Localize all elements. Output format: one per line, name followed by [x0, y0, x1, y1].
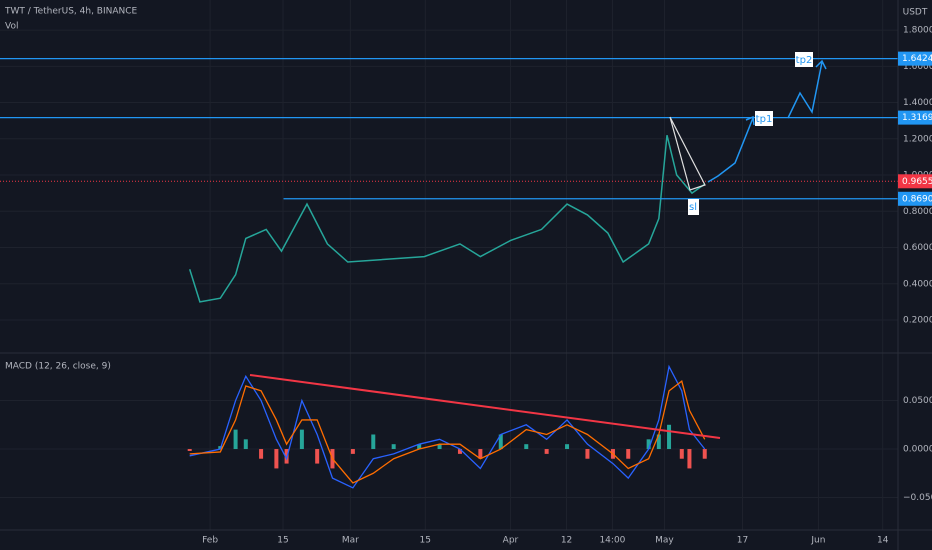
triangle-drawing	[669, 116, 706, 191]
histogram-bar	[498, 434, 503, 450]
histogram-bar	[702, 449, 707, 459]
indicator-label: MACD (12, 26, close, 9)	[5, 362, 111, 372]
histogram-bar	[457, 449, 462, 454]
histogram-bar	[233, 429, 238, 450]
sl-label: sl	[689, 202, 697, 213]
y-tick-label: 0.8000	[903, 207, 932, 217]
last-price-box	[898, 174, 932, 189]
histogram-bar	[544, 449, 549, 454]
x-tick-label: 14:00	[599, 536, 625, 546]
histogram-bar	[187, 449, 192, 451]
level-label-box	[898, 51, 932, 66]
histogram-bar	[274, 449, 279, 469]
symbol-title: TWT / TetherUS, 4h, BINANCE	[4, 7, 138, 17]
x-tick-label: May	[655, 536, 674, 546]
x-tick-label: 17	[737, 536, 748, 546]
x-tick-label: Feb	[202, 536, 218, 546]
x-tick-label: 15	[277, 536, 288, 546]
y-tick-label: −0.0500	[903, 493, 932, 503]
histogram-bar	[679, 449, 684, 459]
histogram-bar	[478, 449, 483, 459]
histogram-bar	[687, 449, 692, 469]
axis-labels: 0.20000.40000.60000.80001.00001.20001.40…	[202, 26, 932, 546]
y-tick-label: 1.2000	[903, 134, 932, 144]
sl-box	[688, 199, 699, 215]
x-tick-label: 14	[877, 536, 889, 546]
level-label: 1.3169	[902, 113, 932, 123]
grid	[0, 0, 898, 530]
projection-path	[787, 61, 823, 119]
level-label: 1.6424	[902, 54, 932, 64]
histogram-bar	[315, 449, 320, 464]
volume-label: Vol	[5, 22, 18, 32]
x-tick-label: Apr	[503, 536, 519, 546]
tp2-box	[795, 52, 813, 67]
histogram-bar	[350, 449, 355, 454]
y-tick-label: 1.6000	[903, 62, 932, 72]
histogram-bar	[391, 444, 396, 450]
histogram-bar	[259, 449, 264, 459]
price-line	[188, 134, 706, 303]
y-tick-label: 0.4000	[903, 279, 932, 289]
histogram-bar	[371, 434, 376, 450]
level-label-box	[898, 191, 932, 206]
level-label-box	[898, 110, 932, 125]
histogram-bar	[417, 444, 422, 450]
y-tick-label: 1.8000	[903, 26, 932, 36]
histogram-bar	[646, 439, 651, 450]
y-tick-label: 1.4000	[903, 98, 932, 108]
currency-label: USDT	[903, 8, 928, 18]
projection-path	[707, 117, 754, 183]
histogram-bar	[437, 444, 442, 450]
x-tick-label: Mar	[342, 536, 359, 546]
y-tick-label: 0.0500	[903, 396, 932, 406]
level-label: 0.8690	[902, 194, 932, 204]
tp2-label: tp2	[796, 55, 813, 66]
x-tick-label: Jun	[810, 536, 825, 546]
histogram-bar	[565, 444, 570, 450]
arrow-head	[745, 115, 755, 126]
macd-trendline	[249, 374, 721, 439]
histogram-bar	[243, 439, 248, 450]
tp1-label: tp1	[756, 114, 773, 125]
x-tick-label: 15	[420, 536, 431, 546]
y-tick-label: 0.0000	[903, 445, 932, 455]
histogram-bar	[667, 424, 672, 450]
y-tick-label: 0.6000	[903, 243, 932, 253]
last-price-label: 0.9655	[902, 177, 932, 187]
histogram-bar	[299, 429, 304, 450]
arrow-head	[815, 59, 827, 70]
plot	[0, 58, 898, 489]
histogram-bar	[585, 449, 590, 459]
macd-line	[189, 380, 706, 484]
histogram-bar	[626, 449, 631, 459]
x-tick-label: 12	[561, 536, 572, 546]
histogram-bar	[524, 444, 529, 450]
histogram-bar	[656, 434, 661, 450]
y-tick-label: 0.2000	[903, 316, 932, 326]
tp1-box	[755, 111, 773, 126]
